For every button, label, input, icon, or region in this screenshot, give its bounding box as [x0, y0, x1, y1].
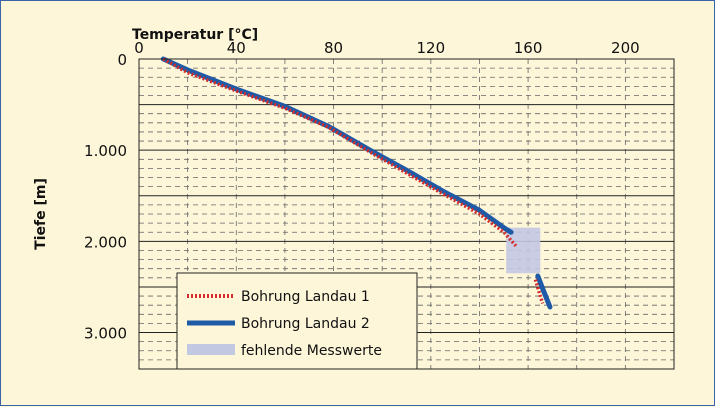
y-tick-label: 1.000 [84, 142, 127, 160]
x-tick-label: 80 [324, 39, 343, 57]
x-tick-labels: 0 40 80 120 160 200 [134, 39, 639, 57]
y-tick-labels: 0 1.000 2.000 3.000 [84, 51, 127, 343]
legend-label-landau-1: Bohrung Landau 1 [241, 289, 370, 305]
x-axis-title: Temperatur [°C] [132, 27, 258, 43]
x-tick-label: 160 [514, 39, 543, 57]
legend: Bohrung Landau 1 Bohrung Landau 2 fehlen… [176, 272, 418, 370]
series-line-1-segment-2 [533, 279, 545, 304]
legend-swatch-missing [187, 344, 235, 355]
legend-label-landau-2: Bohrung Landau 2 [241, 316, 370, 332]
y-tick-label: 0 [117, 51, 127, 69]
legend-label-missing: fehlende Messwerte [241, 343, 382, 359]
x-tick-label: 40 [227, 39, 246, 57]
series-line-2-segment-1 [160, 56, 514, 235]
missing-region [506, 227, 541, 274]
missing-region-layer [506, 227, 541, 274]
y-tick-label: 3.000 [84, 325, 127, 343]
series-line-2-segment-2 [535, 273, 553, 310]
x-tick-label: 200 [611, 39, 640, 57]
series-layer [160, 56, 553, 310]
y-axis-title: Tiefe [m] [33, 178, 49, 250]
y-tick-label: 2.000 [84, 233, 127, 251]
x-tick-label: 0 [134, 39, 144, 57]
x-tick-label: 120 [416, 39, 445, 57]
